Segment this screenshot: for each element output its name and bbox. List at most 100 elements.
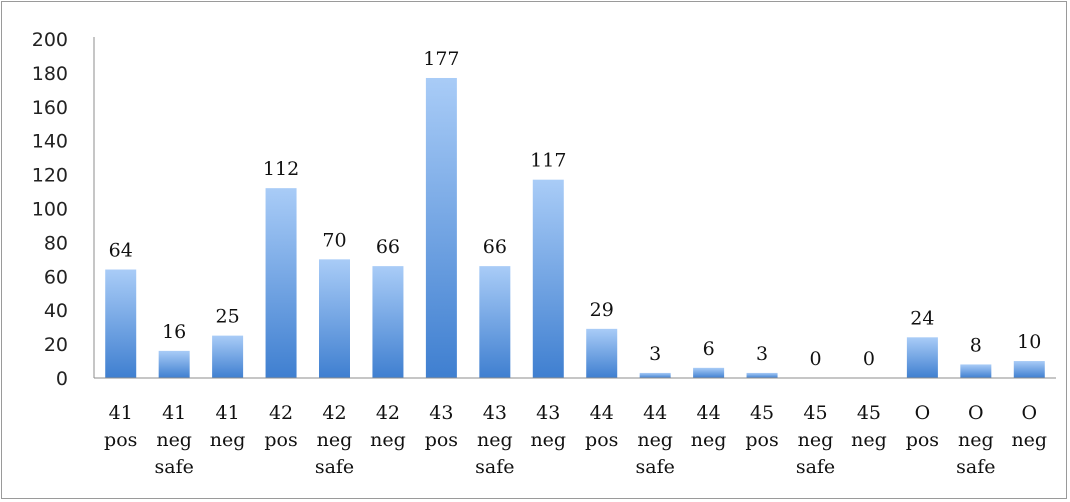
x-tick-label-line: 44 — [643, 402, 667, 424]
bar — [746, 372, 778, 378]
data-label: 177 — [423, 48, 459, 70]
data-label: 8 — [970, 334, 982, 356]
x-tick-label-line: neg — [798, 429, 834, 451]
x-tick-label-line: 43 — [483, 402, 507, 424]
bar — [1013, 361, 1045, 378]
x-tick-label-line: 44 — [590, 402, 614, 424]
x-tick-label-line: pos — [104, 429, 137, 451]
x-tick-label-line: 43 — [536, 402, 560, 424]
data-label: 24 — [910, 307, 934, 329]
x-tick-label-line: safe — [154, 456, 193, 478]
x-tick-label-line: neg — [530, 429, 566, 451]
x-tick-label-line: 41 — [162, 402, 186, 424]
x-tick-label: 41 neg safe — [154, 402, 193, 478]
data-label: 117 — [530, 150, 566, 172]
x-tick-label: 43 neg — [530, 402, 566, 451]
bar — [319, 259, 350, 378]
y-tick-label: 180 — [32, 63, 68, 85]
x-tick-label-line: O — [1021, 402, 1037, 424]
x-tick-label-line: 45 — [750, 402, 774, 424]
x-tick-label-line: safe — [635, 456, 674, 478]
bar — [105, 269, 137, 378]
y-tick-label: 0 — [56, 368, 68, 390]
data-labels: 64 16 25 112 70 66 177 66 117 29 3 6 3 0 0 24 8 10 — [109, 48, 1042, 370]
x-tick-label: 43 pos — [425, 402, 458, 451]
x-tick-label-line: neg — [958, 429, 994, 451]
data-label: 64 — [109, 240, 133, 262]
x-tick-label-line: neg — [637, 429, 673, 451]
y-tick-label: 120 — [32, 165, 68, 187]
x-tick-label-line: safe — [796, 456, 835, 478]
data-label: 66 — [483, 236, 507, 258]
y-tick-label: 160 — [32, 97, 68, 119]
bar — [532, 179, 564, 378]
bar — [425, 77, 457, 379]
bar — [479, 266, 511, 378]
x-tick-label-line: safe — [475, 456, 514, 478]
x-tick-label-line: 45 — [803, 402, 827, 424]
data-label: 0 — [809, 348, 821, 370]
y-tick-label: 140 — [32, 131, 68, 153]
data-label: 3 — [756, 343, 768, 365]
bar — [639, 372, 671, 378]
x-tick-label-line: neg — [1011, 429, 1047, 451]
data-label: 10 — [1017, 331, 1041, 353]
bar — [265, 188, 297, 378]
y-axis: 0 20 40 60 80 100 120 140 160 180 200 — [32, 29, 95, 390]
y-tick-label: 60 — [44, 266, 68, 288]
x-tick-label-line: 41 — [109, 402, 133, 424]
x-tick-label-line: neg — [156, 429, 192, 451]
bar — [212, 335, 244, 378]
x-tick-label: 42 pos — [264, 402, 297, 451]
x-tick-label: 44 neg — [691, 402, 727, 451]
x-tick-label-line: safe — [315, 456, 354, 478]
x-tick-label: 42 neg — [370, 402, 406, 451]
data-label: 112 — [263, 158, 299, 180]
bar — [960, 364, 992, 378]
x-tick-label: 45 neg — [851, 402, 887, 451]
x-tick-label-line: 45 — [857, 402, 881, 424]
x-tick-label-line: 42 — [376, 402, 400, 424]
x-tick-label-line: pos — [585, 429, 618, 451]
x-tick-label-line: O — [968, 402, 984, 424]
x-tick-label: 44 pos — [585, 402, 618, 451]
x-tick-label-line: 43 — [429, 402, 453, 424]
bar — [158, 350, 190, 378]
x-tick-label-line: neg — [317, 429, 353, 451]
data-label: 25 — [216, 306, 240, 328]
y-tick-label: 40 — [44, 300, 68, 322]
x-tick-label-line: neg — [851, 429, 887, 451]
data-label: 29 — [590, 299, 614, 321]
data-label: 0 — [863, 348, 875, 370]
x-tick-label-line: 42 — [322, 402, 346, 424]
y-tick-label: 20 — [44, 334, 68, 356]
x-tick-label: 45 pos — [745, 402, 778, 451]
y-tick-label: 80 — [44, 232, 68, 254]
x-tick-label-line: O — [915, 402, 931, 424]
bar — [586, 328, 618, 378]
bar — [906, 337, 938, 378]
x-tick-label-line: neg — [370, 429, 406, 451]
bar — [693, 367, 725, 378]
x-tick-label: 45 neg safe — [796, 402, 835, 478]
x-tick-label-line: neg — [477, 429, 513, 451]
x-tick-label: 41 pos — [104, 402, 137, 451]
data-label: 6 — [703, 338, 715, 360]
x-tick-label-line: 42 — [269, 402, 293, 424]
data-label: 66 — [376, 236, 400, 258]
x-tick-label-line: pos — [425, 429, 458, 451]
data-label: 70 — [322, 229, 346, 251]
x-tick-label: 44 neg safe — [635, 402, 674, 478]
bars — [105, 77, 1045, 379]
x-tick-label-line: 44 — [697, 402, 721, 424]
x-tick-label: 43 neg safe — [475, 402, 514, 478]
y-tick-label: 100 — [32, 199, 68, 221]
data-label: 3 — [649, 343, 661, 365]
data-label: 16 — [162, 321, 186, 343]
x-tick-label-line: neg — [210, 429, 246, 451]
bar — [372, 266, 404, 378]
